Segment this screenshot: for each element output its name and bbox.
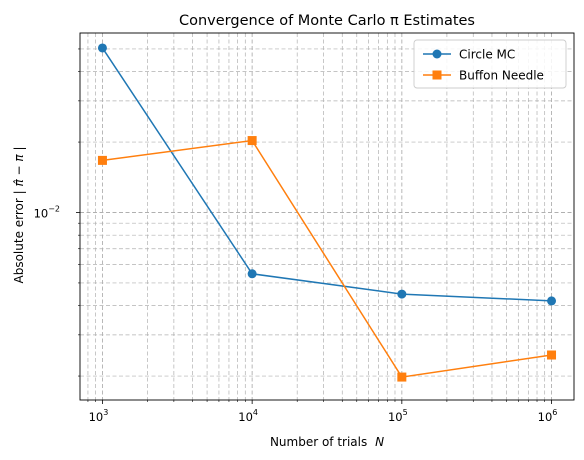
- y-tick-exponent: −2: [48, 205, 60, 214]
- series-line-1: [101, 47, 552, 302]
- series-2-point: [397, 372, 407, 382]
- legend-box: [413, 39, 567, 89]
- y-axis-label: Absolute error | π̂ − π |: [12, 146, 26, 283]
- x-tick-exponent: 5: [403, 408, 408, 417]
- y-tick-label: 10−2: [34, 205, 60, 221]
- x-tick-label: 106: [538, 408, 558, 424]
- chart-title: Convergence of Monte Carlo π Estimates: [179, 13, 475, 29]
- x-tick-label: 104: [238, 408, 258, 424]
- legend-label-2: Buffon Needle: [459, 69, 544, 83]
- x-axis-label-text: Number of trials: [270, 435, 367, 449]
- x-tick-base: 10: [388, 410, 403, 424]
- legend-label-1: Circle MC: [459, 48, 515, 62]
- series-2-point: [547, 350, 557, 360]
- series-2-point: [247, 136, 257, 146]
- x-axis-label-symbol: N: [375, 435, 384, 449]
- axes-frame: [79, 32, 575, 401]
- x-tick-exponent: 4: [253, 408, 258, 417]
- series-1-point: [397, 289, 407, 299]
- series-1-point: [97, 43, 107, 53]
- legend-marker-1: [432, 49, 442, 59]
- series-line-2: [102, 139, 552, 378]
- series-1-point: [247, 269, 257, 279]
- x-tick-label: 105: [388, 408, 408, 424]
- y-axis-label-end: |: [12, 146, 26, 150]
- x-tick-exponent: 3: [103, 408, 108, 417]
- y-axis-label-expr: π̂ − π: [12, 154, 26, 187]
- y-axis-label-text: Absolute error |: [12, 190, 26, 283]
- x-tick-label: 103: [89, 408, 109, 424]
- series-1-point: [547, 296, 557, 306]
- series-2-point: [97, 155, 107, 165]
- x-tick-exponent: 6: [552, 408, 557, 417]
- legend-marker-2: [432, 70, 442, 80]
- legend: Circle MC Buffon Needle: [413, 39, 567, 89]
- x-axis-label: Number of trials N: [270, 435, 384, 449]
- x-tick-base: 10: [238, 410, 253, 424]
- x-tick-base: 10: [538, 410, 553, 424]
- x-tick-base: 10: [89, 410, 104, 424]
- y-tick-base: 10: [34, 207, 49, 221]
